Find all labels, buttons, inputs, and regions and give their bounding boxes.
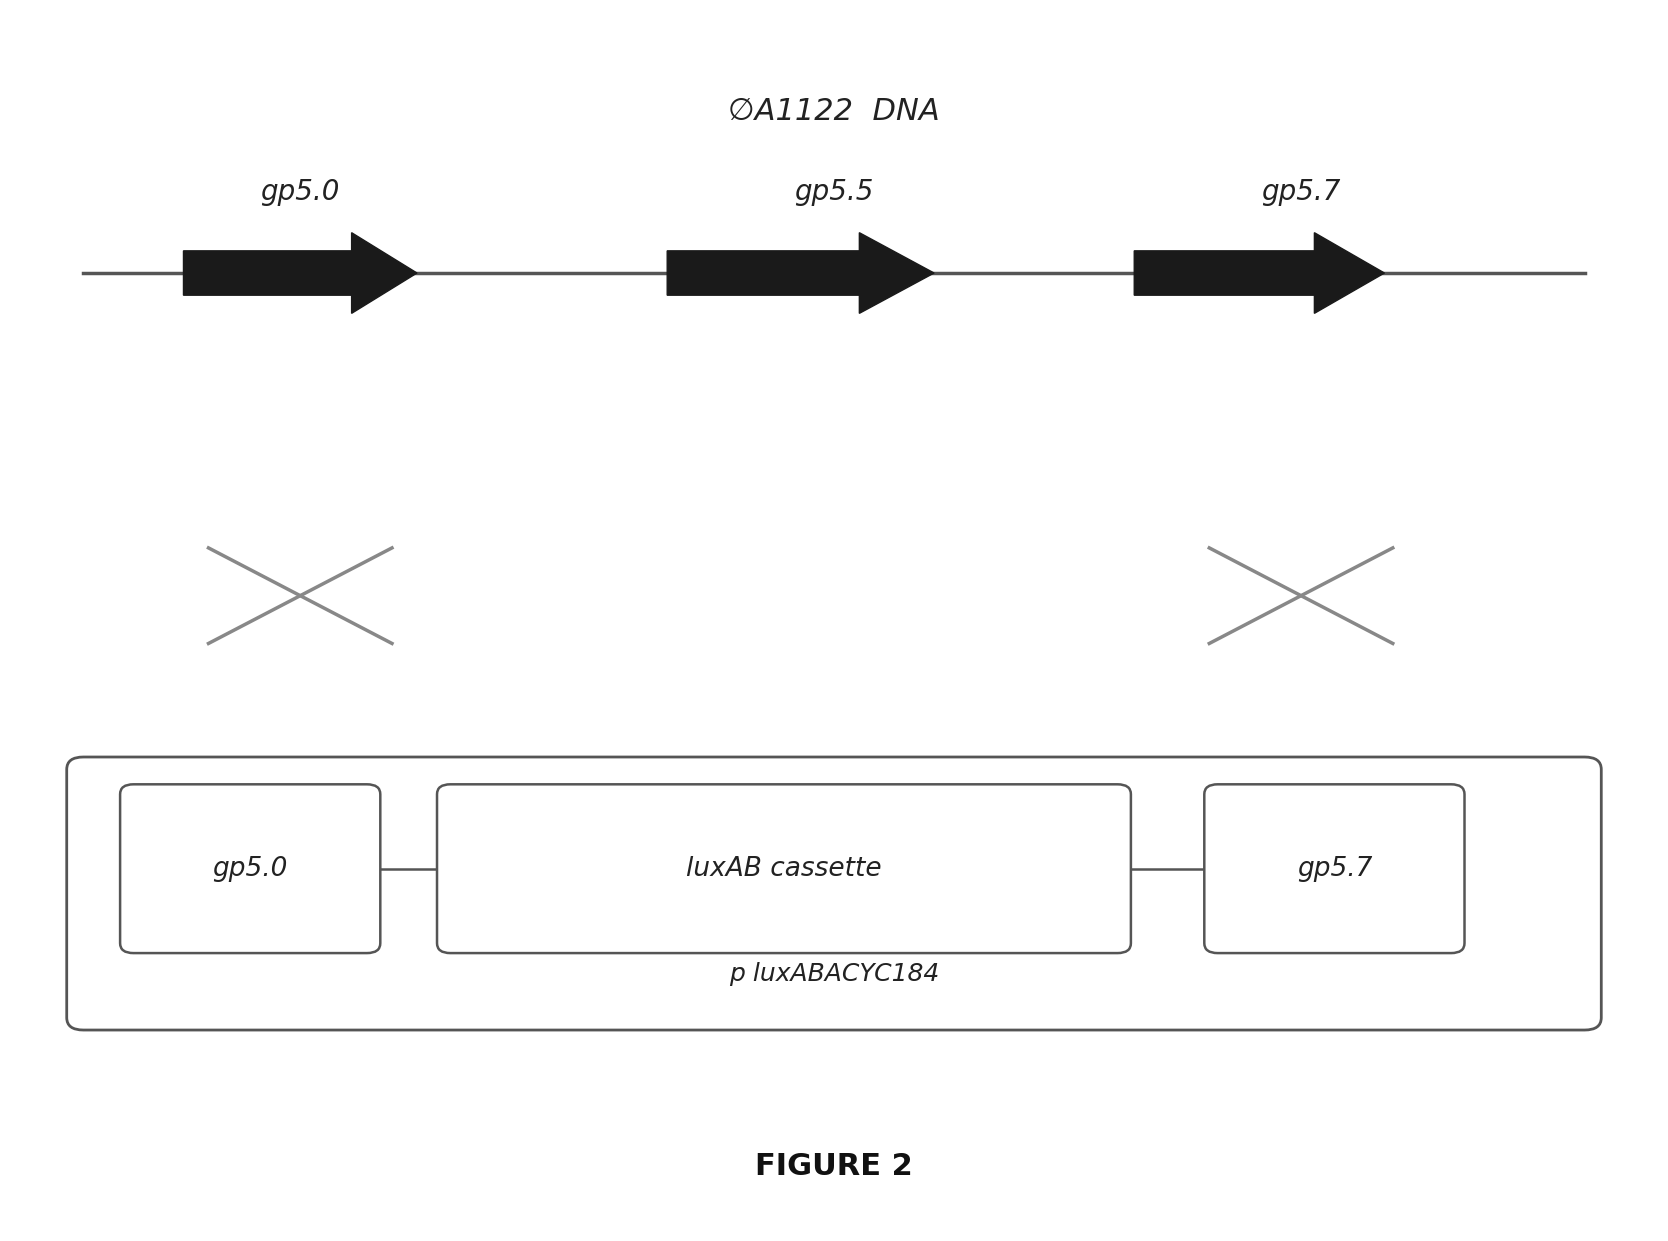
Text: FIGURE 2: FIGURE 2 xyxy=(756,1152,912,1181)
FancyBboxPatch shape xyxy=(1204,784,1465,953)
FancyArrow shape xyxy=(1134,233,1384,313)
FancyArrow shape xyxy=(183,233,417,313)
Text: gp5.7: gp5.7 xyxy=(1261,179,1341,206)
Text: gp5.5: gp5.5 xyxy=(794,179,874,206)
Text: ∅A1122  DNA: ∅A1122 DNA xyxy=(729,97,939,127)
FancyBboxPatch shape xyxy=(67,757,1601,1030)
Text: gp5.0: gp5.0 xyxy=(260,179,340,206)
FancyBboxPatch shape xyxy=(437,784,1131,953)
Text: gp5.0: gp5.0 xyxy=(212,856,289,881)
FancyBboxPatch shape xyxy=(120,784,380,953)
FancyArrow shape xyxy=(667,233,934,313)
Text: luxAB cassette: luxAB cassette xyxy=(686,856,882,881)
Text: gp5.7: gp5.7 xyxy=(1296,856,1373,881)
Text: p luxABACYC184: p luxABACYC184 xyxy=(729,962,939,987)
